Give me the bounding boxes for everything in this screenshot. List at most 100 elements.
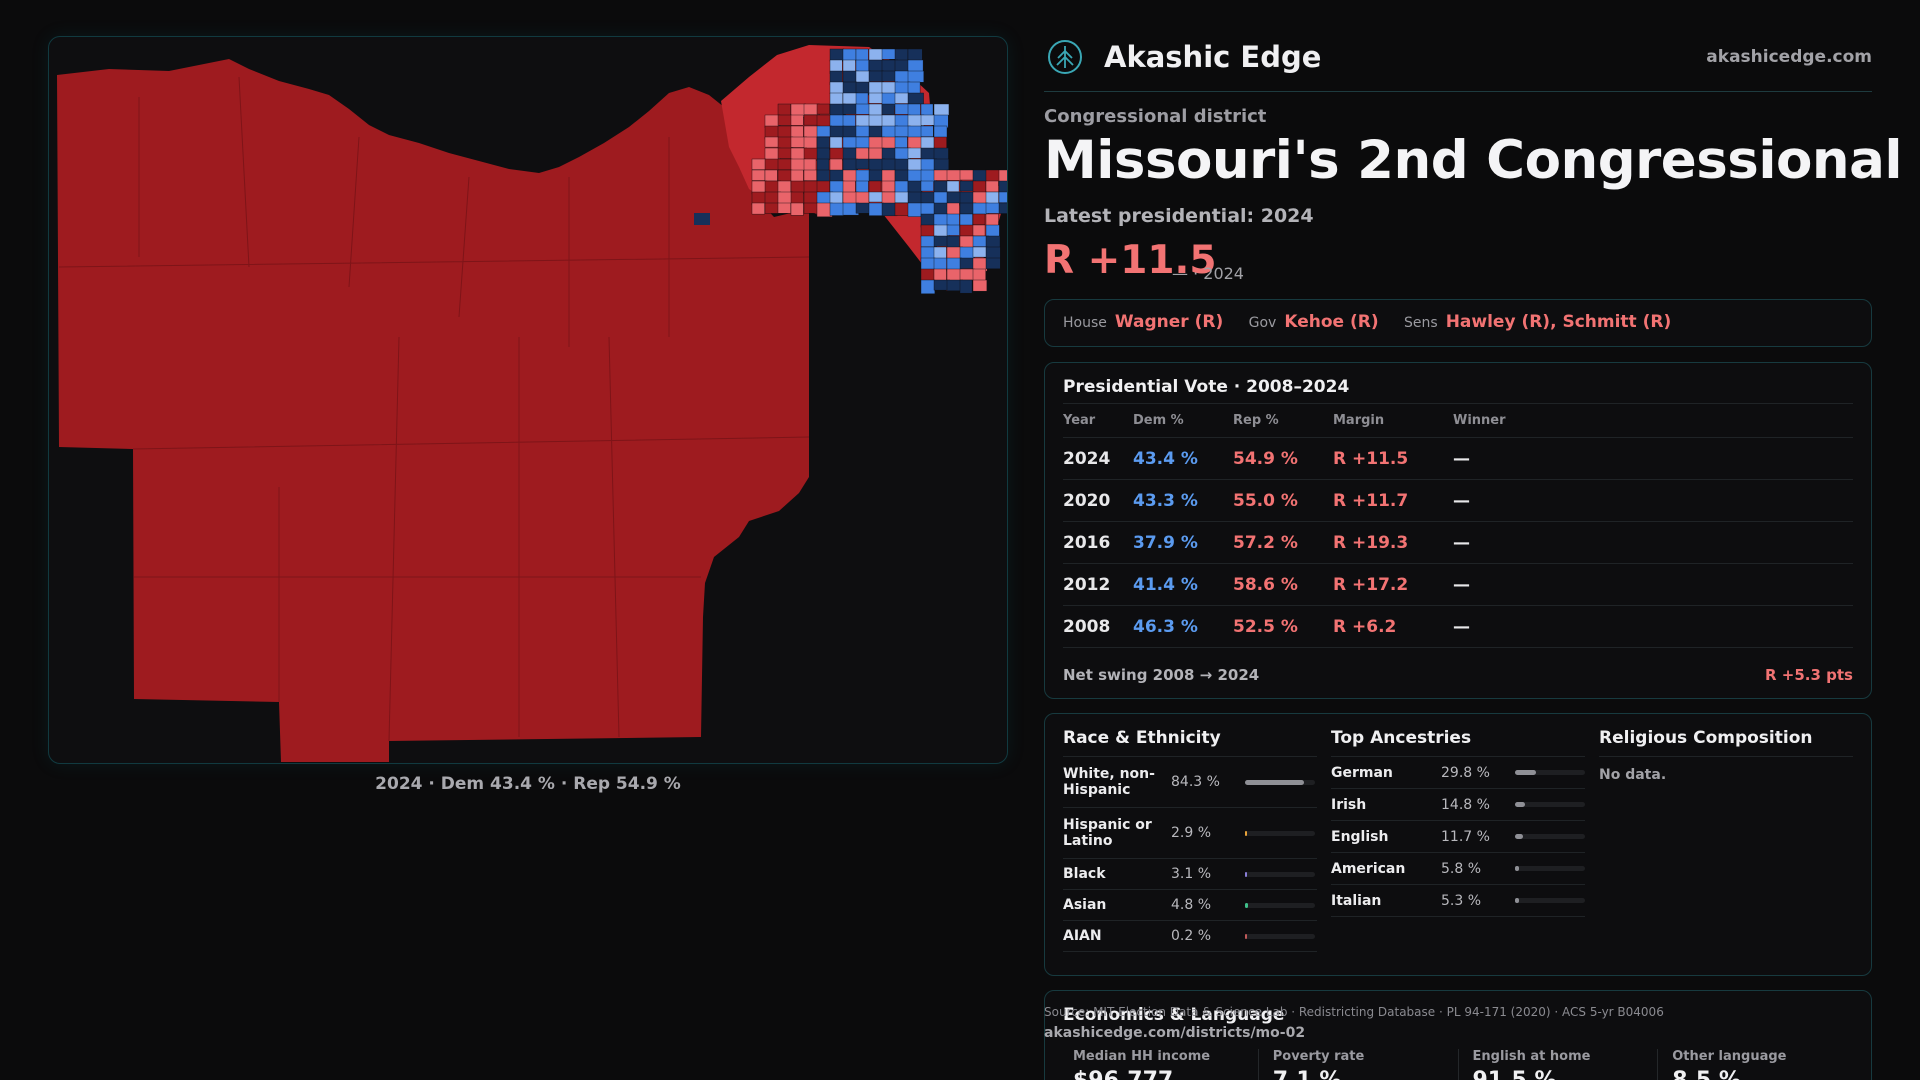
precinct-cell[interactable]: [907, 147, 922, 159]
precinct-cell[interactable]: [829, 169, 844, 182]
precinct-cell[interactable]: [829, 147, 846, 161]
precinct-cell[interactable]: [868, 59, 884, 72]
precinct-cell[interactable]: [829, 158, 843, 171]
precinct-cell[interactable]: [920, 136, 935, 149]
precinct-cell[interactable]: [868, 202, 884, 216]
precinct-cell[interactable]: [694, 213, 710, 225]
precinct-cell[interactable]: [972, 224, 986, 237]
precinct-cell[interactable]: [985, 180, 999, 193]
precinct-cell[interactable]: [894, 191, 911, 204]
precinct-cell[interactable]: [972, 213, 986, 226]
precinct-cell[interactable]: [972, 191, 988, 204]
precinct-cell[interactable]: [816, 169, 830, 182]
precinct-cell[interactable]: [894, 59, 910, 72]
precinct-cell[interactable]: [959, 279, 973, 294]
precinct-cell[interactable]: [894, 158, 909, 172]
precinct-cell[interactable]: [777, 158, 793, 171]
precinct-cell[interactable]: [881, 114, 896, 128]
precinct-cell[interactable]: [842, 59, 856, 72]
precinct-cell[interactable]: [790, 169, 804, 182]
precinct-cell[interactable]: [803, 202, 819, 214]
precinct-cell[interactable]: [868, 92, 883, 104]
precinct-cell[interactable]: [777, 169, 793, 183]
precinct-cell[interactable]: [946, 224, 960, 236]
precinct-cell[interactable]: [829, 180, 845, 193]
precinct-cell[interactable]: [920, 191, 936, 204]
precinct-cell[interactable]: [972, 279, 988, 292]
brand-name[interactable]: Akashic Edge: [1104, 40, 1322, 74]
precinct-cell[interactable]: [816, 103, 830, 115]
precinct-cell[interactable]: [933, 147, 949, 161]
precinct-cell[interactable]: [946, 169, 963, 181]
precinct-cell[interactable]: [881, 103, 895, 115]
precinct-cell[interactable]: [933, 169, 950, 181]
precinct-cell[interactable]: [777, 180, 792, 193]
precinct-cell[interactable]: [855, 103, 871, 115]
tree-emblem-icon[interactable]: [1046, 38, 1084, 76]
precinct-cell[interactable]: [998, 202, 1008, 214]
precinct-cell[interactable]: [868, 70, 884, 82]
precinct-cell[interactable]: [855, 191, 870, 204]
precinct-cell[interactable]: [855, 158, 869, 170]
precinct-cell[interactable]: [829, 191, 843, 205]
district-map[interactable]: [48, 36, 1008, 764]
precinct-cell[interactable]: [777, 202, 791, 214]
precinct-cell[interactable]: [829, 81, 845, 94]
precinct-cell[interactable]: [829, 48, 845, 62]
official-name-sens[interactable]: Hawley (R), Schmitt (R): [1445, 312, 1672, 332]
precinct-cell[interactable]: [751, 169, 766, 181]
precinct-cell[interactable]: [842, 81, 858, 94]
precinct-cell[interactable]: [985, 257, 1001, 269]
precinct-cell[interactable]: [933, 125, 948, 138]
precinct-cell[interactable]: [777, 114, 792, 126]
precinct-cell[interactable]: [985, 169, 1001, 182]
precinct-cell[interactable]: [855, 136, 871, 149]
precinct-cell[interactable]: [803, 114, 818, 126]
precinct-cell[interactable]: [985, 191, 999, 204]
precinct-cell[interactable]: [933, 213, 949, 227]
precinct-cell[interactable]: [907, 202, 924, 217]
precinct-cell[interactable]: [842, 48, 857, 61]
precinct-cell[interactable]: [881, 48, 897, 60]
precinct-cell[interactable]: [933, 114, 949, 128]
precinct-cell[interactable]: [829, 136, 843, 150]
precinct-cell[interactable]: [803, 169, 817, 181]
precinct-cell[interactable]: [920, 125, 934, 137]
precinct-cell[interactable]: [920, 114, 935, 126]
precinct-cell[interactable]: [985, 235, 1001, 248]
precinct-cell[interactable]: [842, 180, 856, 193]
precinct-cell[interactable]: [868, 169, 884, 182]
precinct-cell[interactable]: [959, 169, 974, 181]
precinct-cell[interactable]: [816, 147, 830, 160]
precinct-cell[interactable]: [881, 169, 896, 183]
precinct-cell[interactable]: [816, 158, 830, 172]
precinct-cell[interactable]: [829, 92, 844, 105]
precinct-cell[interactable]: [907, 158, 923, 171]
precinct-cell[interactable]: [855, 169, 871, 182]
precinct-cell[interactable]: [777, 136, 794, 150]
precinct-cell[interactable]: [751, 202, 765, 215]
precinct-cell[interactable]: [907, 103, 921, 117]
precinct-cell[interactable]: [803, 158, 817, 172]
precinct-cell[interactable]: [959, 268, 975, 281]
precinct-cell[interactable]: [972, 246, 989, 258]
precinct-cell[interactable]: [842, 103, 858, 115]
precinct-cell[interactable]: [972, 169, 989, 182]
precinct-cell[interactable]: [881, 180, 896, 193]
precinct-cell[interactable]: [894, 48, 909, 62]
precinct-cell[interactable]: [790, 191, 804, 204]
precinct-cell[interactable]: [946, 235, 960, 248]
precinct-cell[interactable]: [868, 103, 883, 116]
precinct-cell[interactable]: [907, 48, 923, 62]
precinct-cell[interactable]: [894, 103, 910, 115]
precinct-cell[interactable]: [907, 169, 923, 182]
precinct-cell[interactable]: [829, 125, 845, 138]
precinct-cell[interactable]: [855, 202, 871, 214]
precinct-cell[interactable]: [972, 268, 986, 282]
precinct-cell[interactable]: [894, 92, 910, 104]
precinct-cell[interactable]: [803, 191, 820, 205]
precinct-cell[interactable]: [894, 202, 909, 216]
district-url[interactable]: akashicedge.com/districts/mo-02: [1044, 1025, 1306, 1041]
district-map-svg[interactable]: [49, 37, 1008, 764]
precinct-cell[interactable]: [764, 158, 779, 171]
